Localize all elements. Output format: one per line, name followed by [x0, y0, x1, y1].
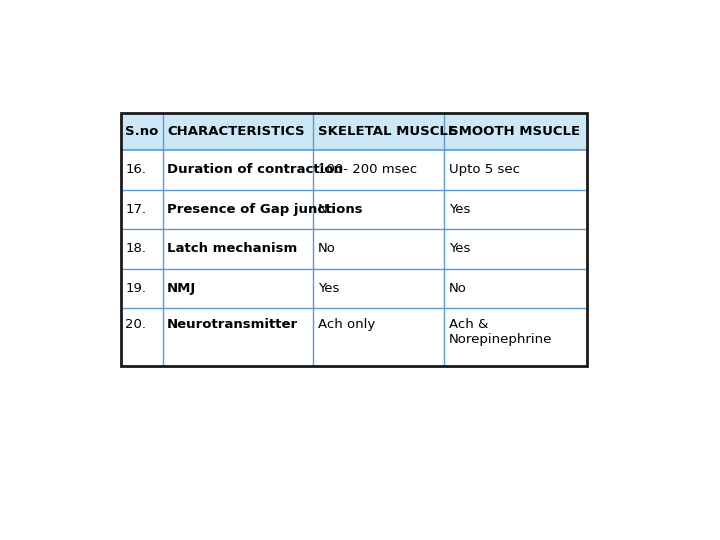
Bar [121, 150, 587, 190]
Text: Presence of Gap junctions: Presence of Gap junctions [167, 203, 363, 216]
Text: No: No [449, 282, 467, 295]
Text: CHARACTERISTICS: CHARACTERISTICS [167, 125, 305, 138]
Bar [121, 113, 587, 366]
Text: Latch mechanism: Latch mechanism [167, 242, 297, 255]
Bar [121, 308, 587, 366]
Text: Ach only: Ach only [318, 318, 375, 331]
Bar [121, 113, 587, 150]
Text: 100- 200 msec: 100- 200 msec [318, 163, 417, 176]
Text: S.no: S.no [125, 125, 158, 138]
Text: SMOOTH MSUCLE: SMOOTH MSUCLE [449, 125, 580, 138]
Text: 16.: 16. [125, 163, 146, 176]
Text: 17.: 17. [125, 203, 146, 216]
Bar [121, 268, 587, 308]
Text: SKELETAL MUSCLE: SKELETAL MUSCLE [318, 125, 456, 138]
Text: Neurotransmitter: Neurotransmitter [167, 318, 298, 331]
Text: Yes: Yes [318, 282, 339, 295]
Text: Upto 5 sec: Upto 5 sec [449, 163, 520, 176]
Text: NMJ: NMJ [167, 282, 197, 295]
Text: No: No [318, 203, 336, 216]
Bar [121, 190, 587, 229]
Text: 19.: 19. [125, 282, 146, 295]
Text: Yes: Yes [449, 242, 470, 255]
Bar [121, 229, 587, 268]
Text: 18.: 18. [125, 242, 146, 255]
Text: Duration of contraction: Duration of contraction [167, 163, 343, 176]
Text: Yes: Yes [449, 203, 470, 216]
Text: No: No [318, 242, 336, 255]
Text: Ach &
Norepinephrine: Ach & Norepinephrine [449, 318, 552, 346]
Text: 20.: 20. [125, 318, 146, 331]
